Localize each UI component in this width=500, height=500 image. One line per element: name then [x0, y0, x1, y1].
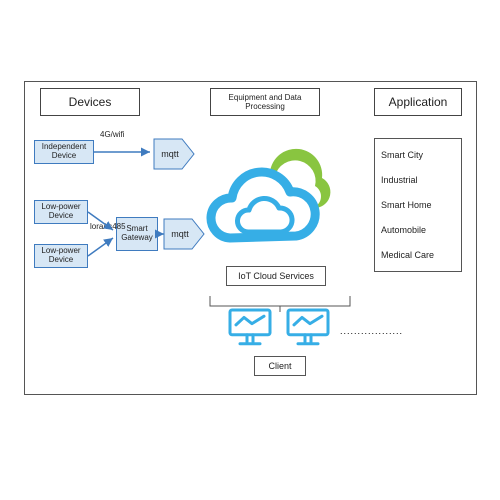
- iot-cloud-label: IoT Cloud Services: [226, 266, 326, 286]
- application-list: Smart City Industrial Smart Home Automob…: [374, 138, 462, 272]
- pentagon-mqtt-2-label: mqtt: [164, 229, 196, 239]
- app-item: Automobile: [381, 225, 426, 235]
- iot-cloud-label-text: IoT Cloud Services: [238, 271, 314, 281]
- client-label-text: Client: [268, 361, 291, 371]
- client-label: Client: [254, 356, 306, 376]
- app-item: Smart Home: [381, 200, 432, 210]
- pentagon-mqtt-1-text: mqtt: [161, 149, 179, 159]
- monitor-ellipsis-text: ..................: [340, 326, 403, 336]
- pentagon-mqtt-1-label: mqtt: [154, 149, 186, 159]
- diagram-canvas: Devices Equipment and Data Processing Ap…: [0, 0, 500, 500]
- app-item: Medical Care: [381, 250, 434, 260]
- app-item: Smart City: [381, 150, 423, 160]
- pentagon-mqtt-2-text: mqtt: [171, 229, 189, 239]
- app-item: Industrial: [381, 175, 418, 185]
- monitor-ellipsis: ..................: [340, 326, 403, 336]
